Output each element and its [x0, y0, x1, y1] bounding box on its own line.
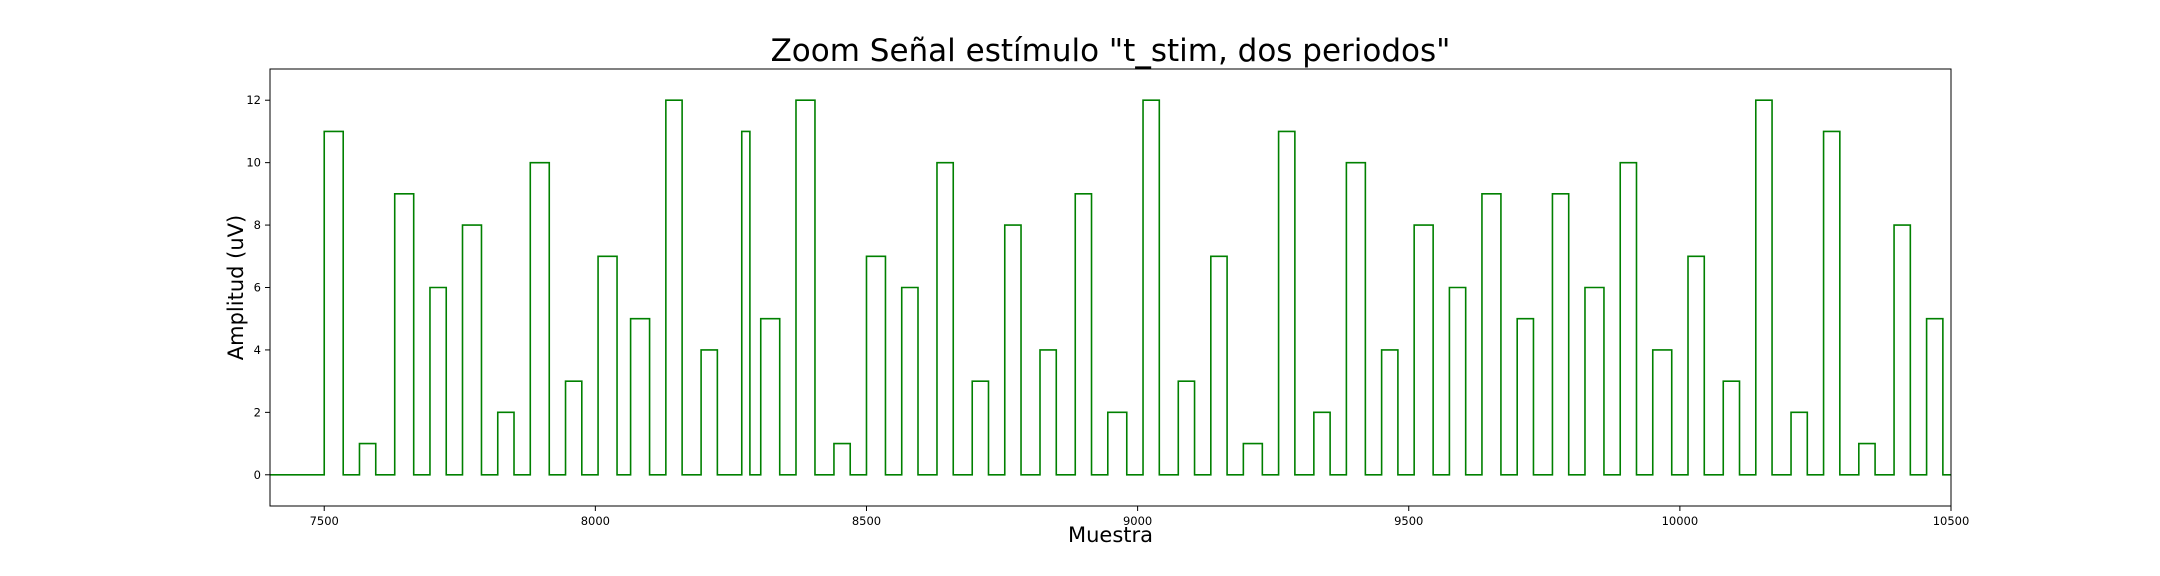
x-tick-label: 10500 — [1933, 514, 1970, 528]
x-tick-label: 7500 — [310, 514, 339, 528]
y-tick-label: 12 — [246, 93, 261, 107]
signal-line — [270, 99, 1951, 476]
x-tick-label: 9000 — [1123, 514, 1152, 528]
y-axis: 0 2 4 6 8 10 12 — [246, 93, 270, 482]
chart-title: Zoom Señal estímulo "t_stim, dos periodo… — [771, 33, 1451, 69]
x-tick-label: 9500 — [1394, 514, 1423, 528]
signal-series — [270, 99, 1951, 476]
x-tick-label: 8500 — [852, 514, 881, 528]
plot-area — [269, 68, 1952, 507]
y-tick-label: 10 — [246, 156, 261, 170]
x-tick-label: 10000 — [1662, 514, 1699, 528]
y-axis-label: Amplitud (uV) — [224, 215, 248, 360]
x-axis: 7500 8000 8500 9000 9500 10000 10500 — [310, 506, 1970, 528]
x-tick-label: 8000 — [581, 514, 610, 528]
plot-frame — [269, 68, 1952, 507]
x-axis-label: Muestra — [1068, 523, 1153, 547]
y-tick-label: 0 — [254, 468, 261, 482]
y-tick-label: 6 — [254, 281, 261, 295]
y-tick-label: 8 — [254, 218, 261, 232]
y-tick-label: 4 — [254, 343, 261, 357]
y-tick-label: 2 — [254, 405, 261, 419]
